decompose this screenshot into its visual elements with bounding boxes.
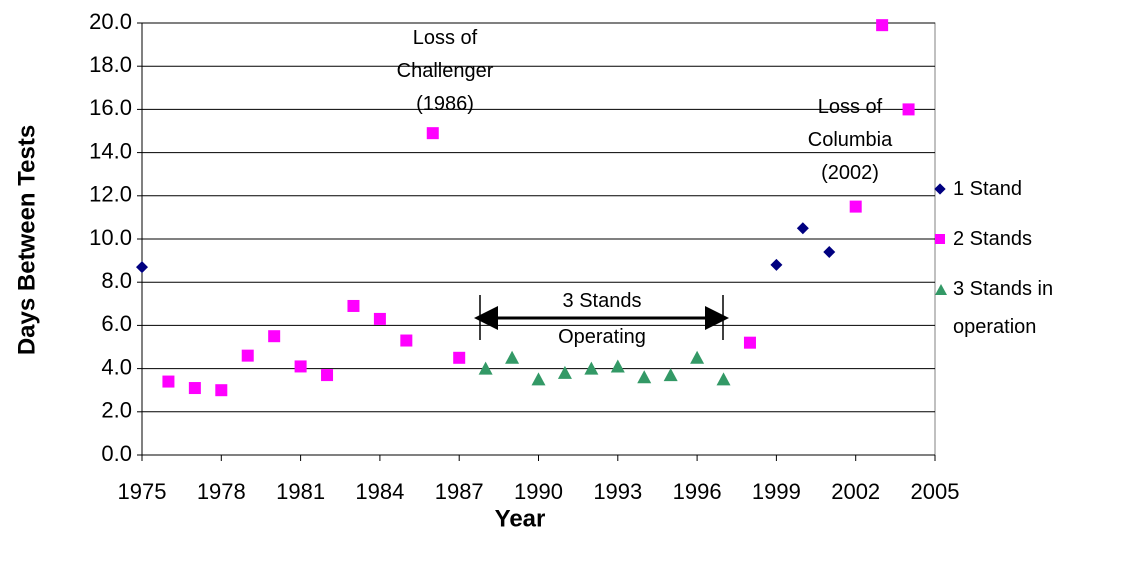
point <box>453 351 466 364</box>
point <box>294 360 307 373</box>
point <box>373 312 386 325</box>
x-tick-label: 2005 <box>911 479 960 504</box>
legend-label: 1 Stand <box>953 178 1022 200</box>
y-tick-label: 12.0 <box>89 182 132 207</box>
y-tick-label: 4.0 <box>101 354 132 379</box>
point <box>770 258 783 271</box>
point <box>690 350 705 364</box>
point <box>584 361 599 375</box>
y-tick-label: 8.0 <box>101 268 132 293</box>
point <box>347 299 360 312</box>
point <box>716 372 731 386</box>
point <box>241 349 254 362</box>
annotation: 3 Stands Operating <box>558 290 646 348</box>
x-tick-label: 1993 <box>593 479 642 504</box>
legend-swatch <box>934 183 946 195</box>
point <box>321 369 334 382</box>
legend-label: 3 Stands in operation <box>953 278 1054 338</box>
x-tick-label: 1996 <box>673 479 722 504</box>
point <box>215 384 228 397</box>
x-tick-label: 1984 <box>355 479 404 504</box>
point <box>743 336 756 349</box>
legend: 1 Stand 2 Stands 3 Stands in operation <box>934 170 1115 358</box>
point <box>796 222 809 235</box>
point <box>876 19 889 32</box>
x-tick-label: 1990 <box>514 479 563 504</box>
x-axis-label: Year <box>495 505 546 532</box>
annotation: Loss of Challenger (1986) <box>396 27 494 115</box>
legend-swatch <box>935 284 947 295</box>
point <box>531 372 546 386</box>
legend-label: 2 Stands <box>953 228 1032 250</box>
y-tick-label: 16.0 <box>89 95 132 120</box>
point <box>902 103 915 116</box>
annotation: Loss of Columbia (2002) <box>807 96 893 184</box>
y-tick-label: 14.0 <box>89 138 132 163</box>
y-tick-label: 20.0 <box>89 9 132 34</box>
y-tick-label: 10.0 <box>89 225 132 250</box>
point <box>823 245 836 258</box>
legend-entry: 1 Stand <box>934 170 1115 208</box>
point <box>637 370 652 384</box>
point <box>426 127 439 140</box>
point <box>557 365 572 379</box>
x-tick-label: 1981 <box>276 479 325 504</box>
point <box>849 200 862 213</box>
y-tick-label: 6.0 <box>101 311 132 336</box>
point <box>663 368 678 382</box>
legend-swatch <box>935 234 945 244</box>
point <box>400 334 413 347</box>
legend-entry: 3 Stands in operation <box>935 270 1115 346</box>
point <box>268 330 281 343</box>
x-tick-label: 1978 <box>197 479 246 504</box>
x-tick-label: 1975 <box>118 479 167 504</box>
point <box>136 261 148 274</box>
x-tick-label: 1987 <box>435 479 484 504</box>
y-axis-label: Days Between Tests <box>13 125 40 355</box>
legend-entry: 2 Stands <box>935 220 1115 258</box>
point <box>188 382 201 395</box>
point <box>505 350 520 364</box>
y-tick-label: 0.0 <box>101 441 132 466</box>
point <box>478 361 493 375</box>
y-tick-label: 2.0 <box>101 398 132 423</box>
y-tick-label: 18.0 <box>89 52 132 77</box>
x-tick-label: 2002 <box>831 479 880 504</box>
point <box>162 375 175 388</box>
point <box>610 359 625 373</box>
x-tick-label: 1999 <box>752 479 801 504</box>
